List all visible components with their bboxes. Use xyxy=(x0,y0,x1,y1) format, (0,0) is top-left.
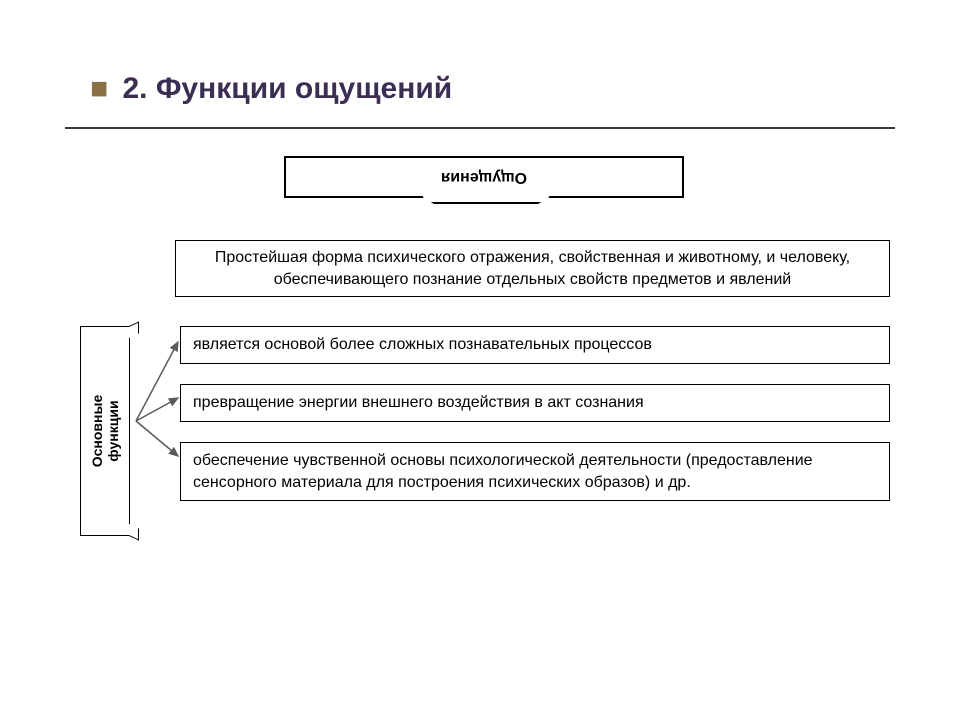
arrow-3 xyxy=(136,421,178,456)
top-banner-box: Ощущения xyxy=(284,156,684,198)
side-label-box: Основные функции xyxy=(80,326,130,536)
title-bullet-icon: ■ xyxy=(90,72,108,105)
title-divider xyxy=(65,127,895,129)
side-label-text: Основные функции xyxy=(89,395,121,468)
side-label-line1: Основные xyxy=(89,395,105,468)
function-text-3: обеспечение чувственной основы психологи… xyxy=(193,452,813,491)
function-box-3: обеспечение чувственной основы психологи… xyxy=(180,442,890,501)
function-box-1: является основой более сложных познавате… xyxy=(180,326,890,364)
definition-box: Простейшая форма психического отражения,… xyxy=(175,240,890,297)
title-text: 2. Функции ощущений xyxy=(122,72,452,105)
definition-text: Простейшая форма психического отражения,… xyxy=(215,249,850,288)
function-box-2: превращение энергии внешнего воздействия… xyxy=(180,384,890,422)
arrows-group xyxy=(130,326,186,536)
side-label-line2: функции xyxy=(105,400,121,461)
top-banner-tab-shape xyxy=(421,196,551,204)
top-banner-label: Ощущения xyxy=(441,168,527,186)
function-text-2: превращение энергии внешнего воздействия… xyxy=(193,394,644,411)
slide-title: ■ 2. Функции ощущений xyxy=(90,72,452,106)
function-text-1: является основой более сложных познавате… xyxy=(193,336,652,353)
